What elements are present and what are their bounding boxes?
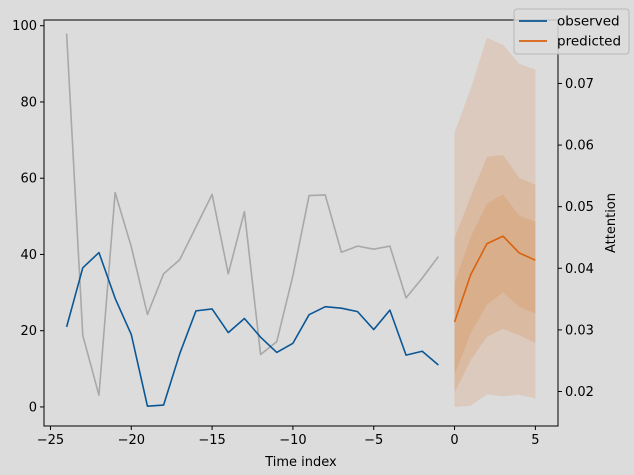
y2-tick-label: 0.02 [565,385,594,400]
attention-line [65,33,440,396]
y-axis-left-ticks: 0 20 40 60 80 100 [12,19,44,415]
x-tick-label: −25 [37,433,64,448]
y-axis-right-ticks: 0.02 0.03 0.04 0.05 0.06 0.07 [558,77,594,400]
y2-tick-label: 0.03 [565,323,594,338]
x-tick-label: 5 [531,433,539,448]
y2-tick-label: 0.06 [565,139,594,154]
predicted-line [453,235,536,323]
legend: observed predicted [513,8,630,55]
prediction-band-1 [454,37,536,407]
x-tick-label: 0 [450,433,458,448]
y2-tick-label: 0.04 [565,262,594,277]
plot-frame [43,19,559,427]
y-tick-label: 0 [29,400,37,415]
y-axis-right-label: Attention [604,193,619,253]
legend-label-predicted: predicted [557,34,621,50]
x-tick-label: −15 [198,433,225,448]
y-tick-label: 100 [12,19,37,34]
x-axis-label: Time index [264,455,337,470]
observed-line [65,251,439,407]
x-tick-label: −5 [364,433,383,448]
y2-tick-label: 0.07 [565,77,594,92]
prediction-interval-bands [454,37,536,407]
y-tick-label: 80 [20,95,37,110]
series-lines [65,33,536,407]
y-tick-label: 20 [20,324,37,339]
y-tick-label: 60 [20,172,37,187]
x-axis-ticks: −25 −20 −15 −10 −5 0 5 [37,426,540,448]
prediction-band-3 [454,194,536,375]
y-tick-label: 40 [20,248,37,263]
y2-tick-label: 0.05 [565,200,594,215]
x-tick-label: −10 [279,433,306,448]
x-tick-label: −20 [118,433,145,448]
prediction-band-2 [454,154,536,393]
legend-label-observed: observed [557,14,620,30]
